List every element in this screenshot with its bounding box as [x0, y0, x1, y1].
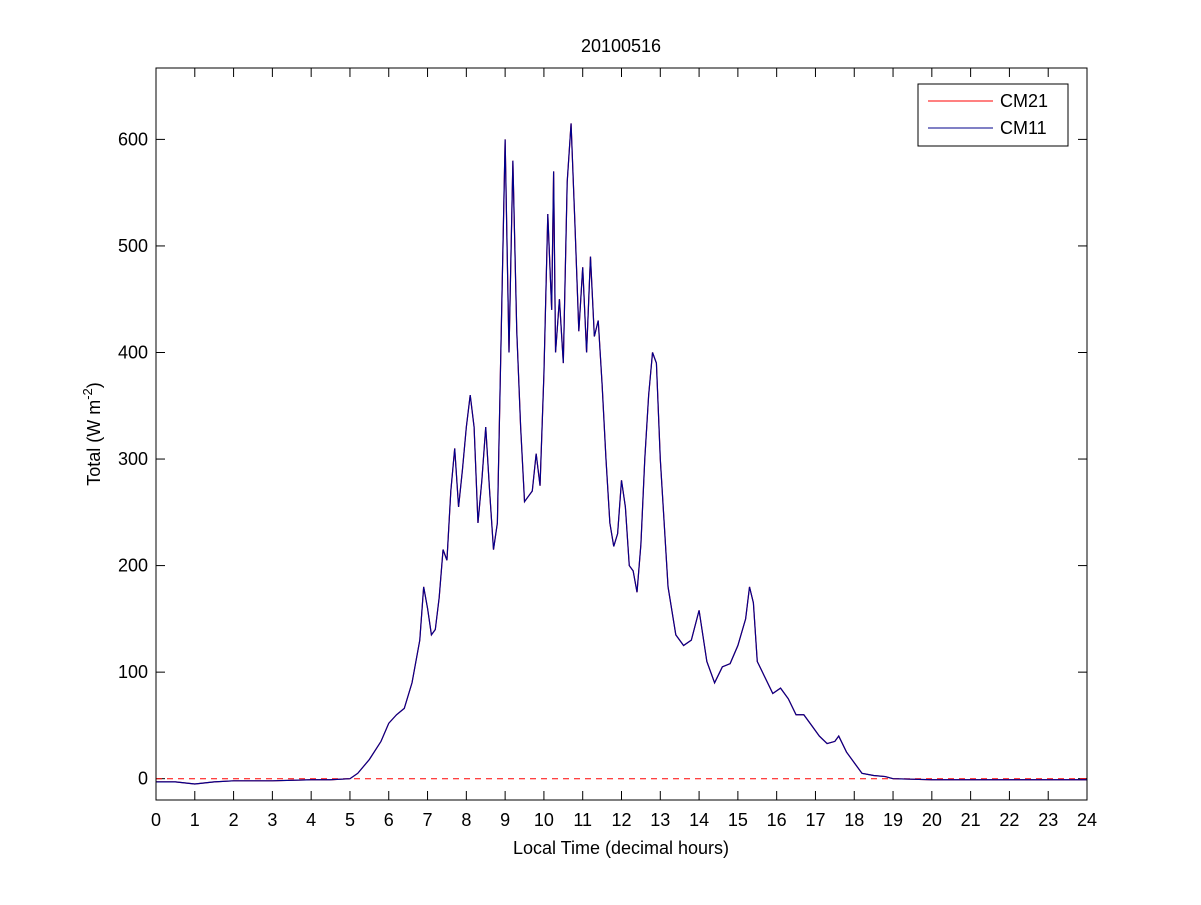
x-tick-label: 14 [689, 810, 709, 830]
legend-box [917, 83, 1069, 147]
x-tick-label: 20 [922, 810, 942, 830]
y-tick-label: 100 [118, 662, 148, 682]
x-tick-label: 21 [961, 810, 981, 830]
y-tick-label: 600 [118, 129, 148, 149]
x-tick-label: 7 [423, 810, 433, 830]
x-tick-label: 15 [728, 810, 748, 830]
y-tick-label: 0 [138, 769, 148, 789]
x-tick-label: 0 [151, 810, 161, 830]
x-tick-label: 6 [384, 810, 394, 830]
x-tick-label: 23 [1038, 810, 1058, 830]
y-label-text: Total (W m [84, 400, 104, 486]
series-line [156, 123, 1087, 785]
x-tick-label: 5 [345, 810, 355, 830]
x-tick-label: 12 [611, 810, 631, 830]
x-tick-label: 17 [805, 810, 825, 830]
x-tick-label: 24 [1077, 810, 1097, 830]
legend-label: CM21 [1000, 91, 1048, 111]
x-tick-label: 11 [573, 810, 592, 830]
y-tick-label: 500 [118, 236, 148, 256]
y-tick-label: 300 [118, 449, 148, 469]
x-tick-label: 22 [999, 810, 1019, 830]
x-tick-label: 13 [650, 810, 670, 830]
x-tick-label: 19 [883, 810, 903, 830]
x-tick-label: 4 [306, 810, 316, 830]
x-tick-label: 16 [767, 810, 787, 830]
y-tick-label: 400 [118, 342, 148, 362]
x-tick-label: 1 [190, 810, 200, 830]
x-tick-label: 9 [500, 810, 510, 830]
y-label-sup: -2 [80, 388, 95, 400]
x-axis-label: Local Time (decimal hours) [513, 838, 729, 858]
x-tick-label: 10 [534, 810, 554, 830]
chart-title: 20100516 [581, 36, 661, 56]
y-axis-label: Total (W m-2) [80, 382, 104, 486]
x-tick-label: 18 [844, 810, 864, 830]
x-tick-label: 3 [267, 810, 277, 830]
plot-frame [155, 67, 1088, 801]
legend-label: CM11 [1000, 118, 1047, 138]
x-tick-label: 8 [461, 810, 471, 830]
x-tick-label: 2 [229, 810, 239, 830]
y-label-suffix: ) [84, 382, 104, 388]
y-tick-label: 200 [118, 556, 148, 576]
legend: CM21 CM11 [917, 83, 1069, 147]
